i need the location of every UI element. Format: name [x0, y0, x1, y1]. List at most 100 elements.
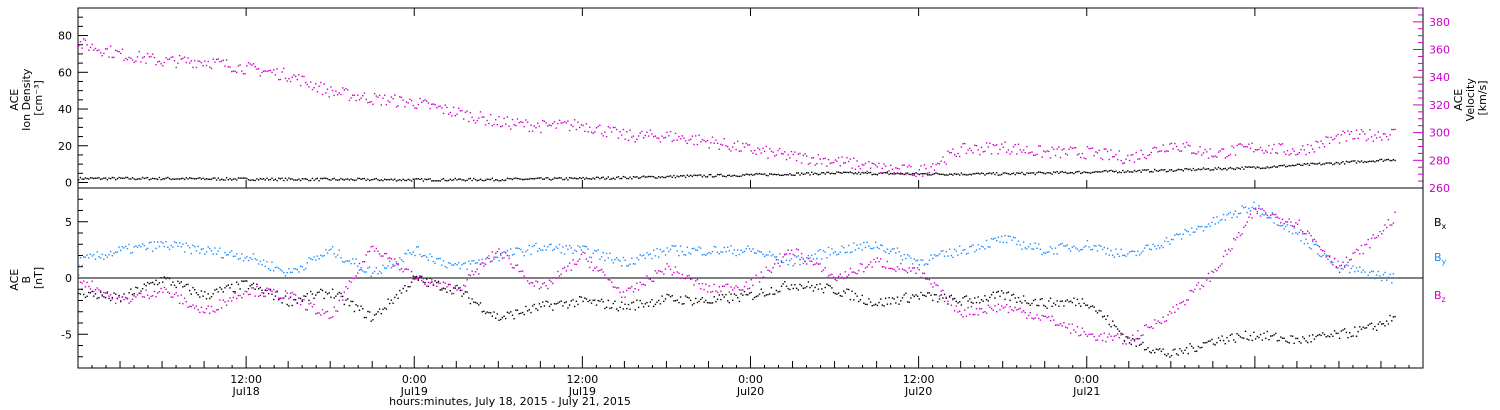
velocity-point	[1031, 151, 1033, 153]
by-point	[595, 250, 598, 252]
by-point	[706, 253, 709, 255]
bz-point	[311, 306, 314, 308]
velocity-point	[350, 97, 352, 99]
density-point	[1021, 171, 1023, 174]
velocity-point	[565, 122, 567, 124]
bz-point	[693, 284, 695, 286]
bx-point	[229, 287, 231, 289]
velocity-point	[99, 52, 102, 54]
bx-point	[1053, 302, 1055, 304]
bz-point	[1110, 335, 1112, 337]
bz-point	[859, 263, 862, 265]
density-point	[1369, 160, 1371, 162]
density-point	[720, 173, 722, 176]
by-point	[1046, 251, 1048, 253]
bx-point	[898, 303, 900, 305]
bx-point	[806, 285, 808, 288]
velocity-point	[890, 164, 892, 167]
density-point	[874, 173, 877, 175]
by-point	[693, 247, 695, 250]
bx-point	[370, 320, 372, 322]
bz-point	[557, 270, 559, 273]
by-point	[426, 256, 428, 258]
by-point	[247, 259, 250, 262]
density-point	[268, 179, 270, 181]
velocity-point	[965, 152, 968, 155]
density-point	[822, 172, 825, 174]
velocity-point	[750, 150, 752, 152]
density-point	[558, 177, 561, 179]
velocity-point	[784, 151, 786, 153]
bx-point	[459, 289, 461, 292]
bx-point	[668, 294, 670, 296]
density-point	[525, 178, 527, 180]
bx-point	[922, 294, 924, 296]
density-point	[896, 172, 899, 174]
velocity-point	[136, 56, 139, 58]
bz-point	[1290, 221, 1292, 223]
density-point	[943, 174, 946, 176]
bz-point	[1253, 207, 1255, 210]
density-point	[1357, 160, 1359, 162]
bx-point	[289, 296, 292, 298]
velocity-point	[158, 60, 161, 63]
density-point	[1179, 168, 1181, 171]
velocity-point	[537, 122, 539, 124]
density-point	[769, 173, 771, 175]
velocity-point	[1302, 145, 1304, 147]
by-point	[1085, 245, 1087, 247]
bx-point	[846, 288, 848, 290]
bx-point	[146, 281, 149, 284]
bz-point	[900, 262, 902, 265]
bx-point	[227, 284, 229, 286]
by-point	[150, 241, 152, 243]
bx-point	[1296, 337, 1299, 340]
velocity-point	[1165, 150, 1168, 152]
by-point	[785, 259, 788, 261]
velocity-point	[928, 171, 931, 174]
bx-point	[395, 294, 398, 296]
density-point	[723, 175, 725, 177]
by-point	[990, 238, 993, 240]
density-point	[905, 172, 907, 174]
velocity-point	[686, 142, 688, 145]
density-point	[355, 179, 357, 181]
density-point	[1372, 160, 1374, 162]
density-point	[360, 178, 362, 180]
field-axis-label: ACE B [nT]	[8, 265, 45, 290]
velocity-point	[903, 164, 905, 166]
bz-point	[863, 271, 865, 273]
bx-point	[491, 315, 493, 317]
velocity-point	[404, 106, 406, 108]
velocity-point	[1387, 138, 1390, 141]
velocity-point	[851, 167, 853, 169]
density-point	[498, 180, 500, 182]
velocity-point	[241, 70, 243, 72]
density-point	[1355, 162, 1358, 164]
by-point	[592, 252, 594, 255]
bx-point	[1290, 335, 1292, 337]
bz-point	[1354, 251, 1356, 254]
bz-point	[407, 268, 409, 271]
bx-point	[1196, 350, 1198, 352]
bx-point	[1032, 299, 1035, 302]
density-point	[330, 179, 332, 181]
by-point	[730, 245, 732, 247]
bx-point	[1076, 298, 1079, 301]
velocity-point	[469, 112, 472, 114]
bx-point	[136, 287, 139, 289]
velocity-point	[288, 78, 290, 80]
velocity-point	[824, 157, 826, 159]
density-point	[1172, 170, 1174, 172]
bz-point	[1386, 226, 1388, 229]
density-point	[1012, 172, 1015, 174]
density-point	[1051, 173, 1053, 175]
bz-point	[1196, 284, 1198, 286]
bx-point	[246, 280, 248, 282]
by-point	[1083, 246, 1085, 248]
bz-point	[316, 312, 319, 314]
velocity-point	[384, 94, 386, 96]
bz-point	[264, 295, 266, 297]
density-point	[1345, 160, 1348, 163]
